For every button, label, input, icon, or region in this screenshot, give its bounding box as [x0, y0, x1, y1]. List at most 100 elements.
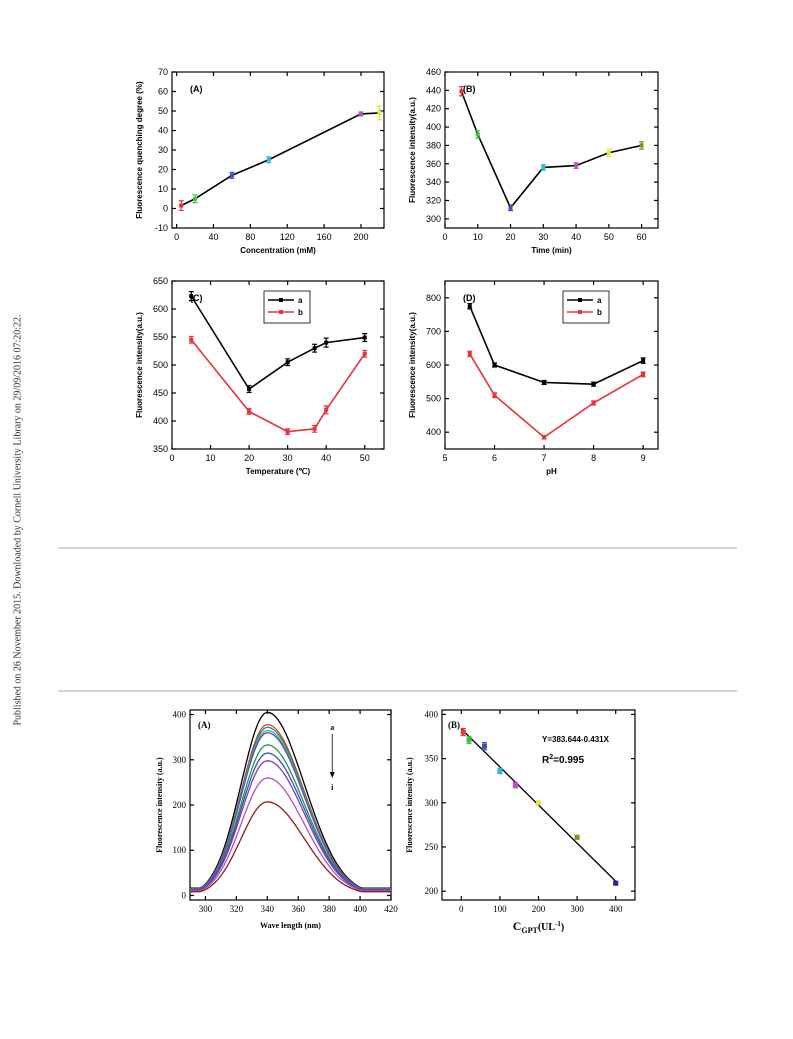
- data-point: [312, 426, 317, 431]
- data-point: [542, 435, 547, 440]
- x-axis-label-part: C: [513, 919, 522, 933]
- y-tick-label: 600: [153, 304, 168, 314]
- data-point: [541, 165, 546, 170]
- x-tick-label: 400: [353, 904, 367, 914]
- y-tick-label: 400: [426, 427, 441, 437]
- series-line: [469, 305, 644, 385]
- x-axis-label: CGPT(UL-1): [513, 919, 565, 935]
- legend-marker: [578, 298, 582, 302]
- y-tick-label: 400: [426, 122, 441, 132]
- spectrum-curve: [190, 760, 391, 891]
- y-tick-label: 350: [425, 754, 439, 764]
- legend-marker: [279, 310, 283, 314]
- plot-frame: [444, 71, 659, 229]
- x-axis-label: Time (min): [531, 246, 572, 255]
- data-point: [591, 400, 596, 405]
- y-axis-label: Fluorescence quenching degree (%): [135, 81, 144, 219]
- r-squared-label: R2=0.995: [542, 754, 584, 766]
- spectrum-curve: [190, 777, 391, 892]
- y-tick-label: 380: [426, 140, 441, 150]
- data-point: [641, 358, 646, 363]
- data-point: [189, 337, 194, 342]
- data-point: [466, 737, 472, 743]
- data-point: [574, 163, 579, 168]
- y-tick-label: 0: [163, 204, 168, 214]
- data-point: [508, 205, 513, 210]
- data-point: [639, 143, 644, 148]
- y-tick-label: 300: [173, 755, 187, 765]
- x-tick-label: 40: [208, 232, 218, 242]
- y-tick-label: 20: [158, 165, 168, 175]
- data-point: [266, 157, 271, 162]
- y-axis-label: Fluorescence intensity(a.u.): [408, 312, 417, 418]
- y-tick-label: 420: [426, 104, 441, 114]
- x-tick-label: 300: [199, 904, 213, 914]
- series-line: [190, 295, 365, 391]
- data-point: [481, 743, 487, 749]
- x-tick-label: 200: [532, 904, 546, 914]
- y-tick-label: 700: [426, 326, 441, 336]
- y-tick-label: 440: [426, 85, 441, 95]
- y-tick-label: 60: [158, 87, 168, 97]
- x-tick-label: 20: [244, 453, 254, 463]
- y-tick-label: 350: [153, 444, 168, 454]
- data-point: [285, 360, 290, 365]
- annotation-a: a: [330, 723, 334, 732]
- y-tick-label: 10: [158, 184, 168, 194]
- x-tick-label: 10: [473, 232, 483, 242]
- data-point: [536, 800, 541, 806]
- x-tick-label: 120: [280, 232, 295, 242]
- panel-label: (A): [198, 720, 211, 730]
- x-tick-label: 80: [245, 232, 255, 242]
- legend-marker: [279, 298, 283, 302]
- annotation-i: i: [331, 783, 334, 792]
- legend-label: b: [298, 308, 303, 317]
- panel-A2: 300 320 340 360 380 400 420 0 100 200 300 400 (A) Wav…: [155, 709, 398, 930]
- y-tick-label: 200: [425, 886, 439, 896]
- y-tick-label: 400: [173, 710, 187, 720]
- x-tick-label: 50: [604, 232, 614, 242]
- y-tick-label: 320: [426, 195, 441, 205]
- legend: ab: [562, 290, 610, 324]
- series-line: [190, 339, 366, 433]
- panel-B2: 0 100 200 300 400 200 250 300 350 400 (B) Fluoresce…: [405, 709, 636, 935]
- data-point: [179, 203, 184, 208]
- r-squared-part: R: [542, 755, 550, 766]
- y-tick-label: 250: [425, 842, 439, 852]
- x-tick-label: 0: [169, 453, 174, 463]
- data-point: [362, 335, 367, 340]
- y-tick-label: 360: [426, 159, 441, 169]
- data-point: [285, 429, 290, 434]
- data-point: [492, 393, 497, 398]
- y-tick-label: 400: [425, 709, 439, 719]
- r-squared-part: =0.995: [553, 755, 584, 766]
- data-point: [613, 880, 619, 886]
- y-tick-label: 460: [426, 67, 441, 77]
- x-axis-label: Wave length (nm): [260, 921, 321, 930]
- legend-label: a: [298, 296, 303, 305]
- data-point: [362, 351, 367, 356]
- y-tick-label: 800: [426, 293, 441, 303]
- x-tick-label: 40: [571, 232, 581, 242]
- r-squared-part: 2: [549, 754, 553, 761]
- x-tick-label: 320: [230, 904, 244, 914]
- x-tick-label: 0: [442, 232, 447, 242]
- y-tick-label: 50: [158, 106, 168, 116]
- data-point: [460, 729, 466, 735]
- x-tick-label: 100: [493, 904, 507, 914]
- x-axis-label-part: -1: [555, 920, 561, 928]
- data-point: [492, 363, 497, 367]
- x-axis-label: pH: [546, 467, 557, 476]
- x-tick-label: 30: [283, 453, 293, 463]
- y-tick-label: 40: [158, 126, 168, 136]
- x-tick-label: 380: [322, 904, 336, 914]
- panel-label: (D): [463, 293, 476, 303]
- data-point: [459, 89, 464, 94]
- x-tick-label: 40: [321, 453, 331, 463]
- x-tick-label: 160: [317, 232, 332, 242]
- data-point: [467, 304, 472, 309]
- x-tick-label: 360: [291, 904, 305, 914]
- x-tick-label: 60: [637, 232, 647, 242]
- x-tick-label: 200: [353, 232, 368, 242]
